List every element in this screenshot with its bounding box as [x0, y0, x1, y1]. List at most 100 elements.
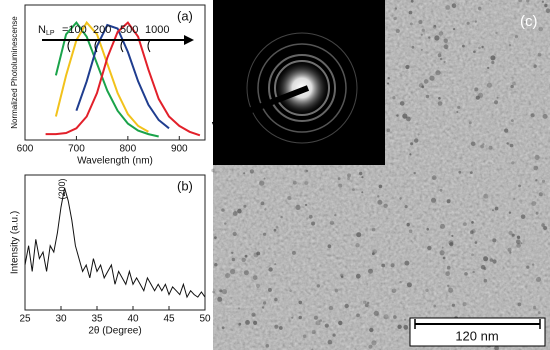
particle — [392, 96, 396, 100]
particle — [488, 145, 493, 150]
particle — [404, 260, 410, 266]
particle — [308, 214, 313, 219]
particle — [399, 281, 402, 284]
particle — [364, 303, 369, 308]
plot-frame — [24, 174, 206, 311]
ring — [268, 54, 336, 122]
particle — [406, 282, 412, 288]
particle — [393, 16, 397, 21]
particle — [470, 230, 474, 234]
particle — [463, 222, 467, 227]
particle — [319, 319, 323, 322]
particle — [347, 177, 350, 180]
annotation-part: LP — [46, 30, 55, 37]
scale-bar-label: 120 nm — [455, 328, 498, 343]
particle — [264, 208, 267, 211]
tem-image: (c) 120 nm — [211, 0, 550, 350]
particle — [537, 311, 541, 315]
particle — [369, 327, 374, 333]
particle — [517, 302, 522, 307]
particle — [338, 320, 343, 326]
particle — [327, 244, 332, 249]
particle — [446, 199, 451, 204]
particle — [394, 7, 398, 10]
particle — [409, 153, 412, 156]
particle — [431, 197, 436, 203]
particle — [508, 230, 513, 236]
particle — [468, 121, 472, 125]
particle — [508, 44, 512, 47]
particle — [489, 258, 494, 262]
particle — [371, 252, 375, 256]
particle — [457, 105, 461, 109]
particle — [298, 315, 302, 320]
particle — [544, 3, 548, 8]
particle — [532, 305, 537, 310]
particle — [471, 221, 474, 224]
particle — [490, 55, 496, 61]
particle — [478, 46, 481, 50]
particle — [481, 45, 484, 49]
particle — [327, 339, 333, 345]
particle — [298, 300, 303, 305]
annotation-value: 200 — [93, 24, 111, 36]
particle — [530, 113, 535, 118]
particle — [417, 133, 420, 136]
particle — [512, 81, 516, 86]
y-axis-label: Normalized Photoluminescense — [10, 16, 19, 129]
particle — [511, 233, 515, 237]
particle — [471, 253, 474, 257]
particle — [274, 324, 279, 329]
y-axis-label: Intensity (a.u.) — [10, 211, 21, 274]
particle — [507, 247, 512, 252]
particle — [302, 334, 307, 338]
x-tick-label: 800 — [120, 144, 137, 155]
particle — [421, 28, 425, 32]
particle — [458, 170, 462, 174]
particle — [287, 196, 292, 200]
arrow-hook — [94, 39, 98, 53]
particle — [511, 119, 514, 122]
particle — [403, 324, 409, 330]
particle — [304, 203, 308, 207]
particle — [439, 57, 443, 61]
particle — [418, 20, 423, 24]
particle — [510, 84, 514, 89]
particle — [456, 111, 459, 113]
particle — [381, 263, 386, 268]
particle — [338, 183, 343, 188]
particle — [211, 168, 215, 173]
particle — [387, 77, 390, 80]
particle — [352, 188, 355, 192]
peak-label: (200) — [57, 178, 67, 199]
series-line — [45, 21, 201, 137]
panel-label: (b) — [177, 178, 193, 193]
particle — [344, 303, 349, 309]
particle — [274, 263, 277, 266]
particle — [368, 268, 373, 274]
particle — [265, 344, 270, 348]
particle — [263, 232, 267, 236]
particle — [261, 306, 265, 309]
particle — [466, 21, 470, 25]
particle — [448, 287, 454, 293]
particle — [221, 208, 225, 212]
particle — [434, 25, 436, 27]
particle — [538, 192, 543, 197]
particle — [377, 195, 380, 198]
particle — [361, 191, 364, 194]
particle — [445, 5, 451, 10]
particle — [356, 232, 362, 238]
series-line — [54, 21, 159, 138]
particle — [268, 267, 273, 272]
particle — [520, 214, 526, 219]
particle — [537, 52, 542, 57]
particle — [214, 263, 218, 267]
particle — [267, 287, 272, 292]
x-tick-label: 900 — [171, 144, 188, 155]
particle — [446, 265, 451, 270]
particle — [404, 205, 408, 209]
particle — [472, 270, 475, 274]
particle — [214, 236, 217, 240]
